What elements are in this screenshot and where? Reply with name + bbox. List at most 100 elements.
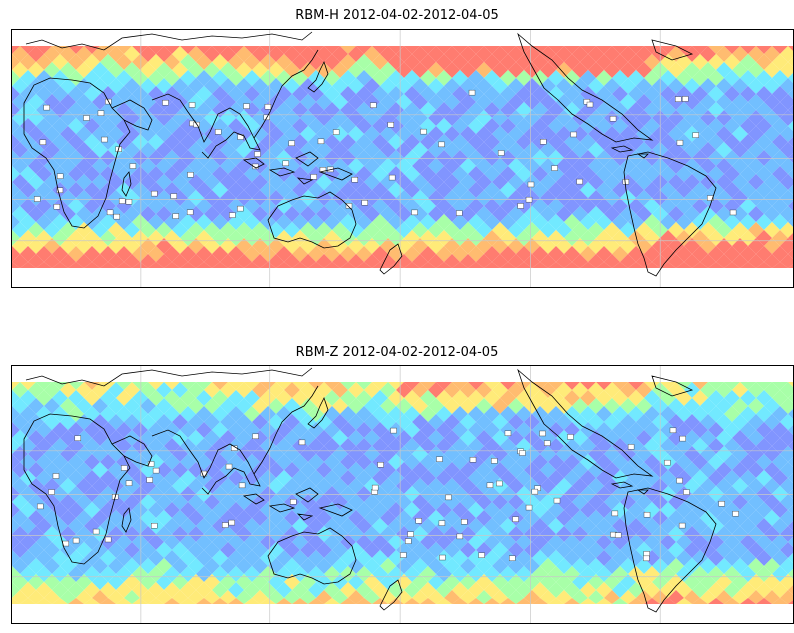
data-tile	[700, 254, 716, 268]
data-tile	[340, 382, 356, 390]
data-tile	[132, 382, 148, 390]
data-tile	[188, 254, 204, 268]
data-tile	[260, 382, 276, 390]
data-tile	[172, 590, 188, 604]
data-tile	[724, 46, 740, 54]
station-marker	[118, 198, 126, 204]
data-tile	[500, 598, 516, 604]
map-canvas-top	[12, 30, 793, 287]
data-tile	[420, 46, 436, 54]
data-tile	[756, 46, 772, 54]
data-tile	[12, 134, 20, 150]
station-marker	[676, 477, 683, 484]
data-tile	[100, 598, 116, 604]
coastline	[610, 481, 649, 495]
data-tile	[740, 262, 756, 268]
data-tile	[548, 262, 564, 268]
data-tile	[788, 137, 793, 147]
data-tile	[308, 598, 324, 604]
station-marker	[540, 139, 547, 145]
station-marker	[627, 444, 635, 450]
data-tile	[132, 46, 148, 54]
data-tile	[500, 262, 516, 268]
station-marker	[129, 163, 137, 169]
station-marker	[56, 187, 64, 193]
station-marker	[151, 523, 158, 529]
panel-title-bottom: RBM-Z 2012-04-02-2012-04-05	[295, 345, 499, 360]
station-marker	[238, 482, 246, 489]
data-tile	[52, 598, 68, 604]
data-tile	[628, 598, 644, 604]
data-tile	[36, 46, 52, 54]
data-tile	[780, 526, 793, 542]
data-tile	[612, 262, 628, 268]
data-tile	[180, 598, 196, 604]
data-tile	[108, 254, 124, 268]
station-marker	[345, 203, 353, 209]
data-tile	[788, 185, 793, 195]
station-marker	[527, 181, 535, 188]
data-tile	[12, 198, 20, 214]
data-tile	[740, 46, 756, 54]
station-marker	[113, 213, 121, 220]
station-marker	[439, 554, 446, 561]
data-tile	[420, 382, 436, 390]
data-tile	[532, 382, 548, 390]
station-marker	[74, 435, 82, 441]
station-marker	[586, 101, 594, 108]
data-tile	[684, 254, 700, 268]
data-tile	[220, 590, 236, 604]
data-tile	[628, 46, 644, 54]
data-tile	[484, 598, 500, 604]
data-tile	[300, 254, 316, 268]
data-tile	[636, 590, 652, 604]
station-marker	[237, 205, 244, 212]
coastline	[379, 243, 403, 275]
data-tile	[500, 46, 516, 54]
data-tile	[604, 590, 620, 604]
station-marker	[525, 196, 533, 203]
data-tile	[404, 262, 420, 268]
data-tile	[636, 254, 652, 268]
station-marker	[228, 519, 235, 526]
coastline	[25, 31, 313, 51]
data-tile	[428, 590, 444, 604]
data-tile	[12, 582, 20, 598]
station-marker	[225, 463, 233, 470]
station-marker	[614, 532, 622, 538]
data-tile	[148, 382, 164, 390]
data-tile	[260, 46, 276, 54]
station-marker	[332, 129, 340, 135]
data-tile	[484, 262, 500, 268]
data-tile	[452, 46, 468, 54]
coastline	[253, 385, 329, 475]
data-tile	[716, 590, 732, 604]
data-tile	[252, 590, 268, 604]
data-tile	[732, 254, 748, 268]
data-tile	[92, 254, 108, 268]
data-tile	[548, 382, 564, 390]
station-marker	[491, 458, 498, 464]
data-tile	[228, 46, 244, 54]
data-tile	[68, 382, 84, 390]
coastline	[111, 93, 261, 159]
data-tile	[276, 262, 292, 268]
data-tile	[668, 590, 684, 604]
data-tile	[516, 598, 532, 604]
data-tile	[516, 262, 532, 268]
data-tile	[708, 46, 724, 54]
data-tile	[220, 254, 236, 268]
data-tile	[612, 46, 628, 54]
station-marker	[517, 203, 524, 209]
station-marker	[188, 102, 196, 108]
coastline	[121, 507, 132, 533]
data-tile	[12, 54, 20, 70]
station-marker	[570, 131, 577, 138]
data-tile	[340, 262, 356, 268]
station-marker	[732, 510, 739, 517]
station-marker	[106, 209, 114, 216]
data-tile	[524, 254, 540, 268]
data-tile	[476, 254, 492, 268]
data-tile	[12, 566, 20, 582]
station-marker	[72, 537, 80, 544]
